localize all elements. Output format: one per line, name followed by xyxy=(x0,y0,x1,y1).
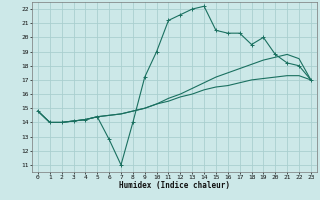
X-axis label: Humidex (Indice chaleur): Humidex (Indice chaleur) xyxy=(119,181,230,190)
